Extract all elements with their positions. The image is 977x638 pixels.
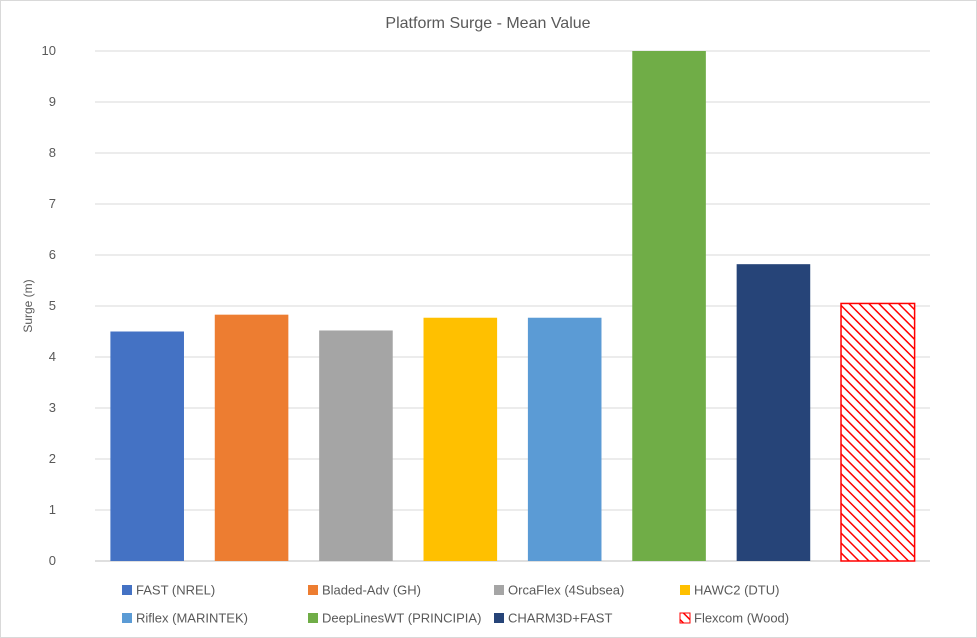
legend-swatch bbox=[122, 585, 132, 595]
legend-label: Bladed-Adv (GH) bbox=[322, 583, 421, 598]
bar bbox=[110, 331, 184, 561]
bar bbox=[736, 264, 811, 561]
y-tick-label: 9 bbox=[49, 94, 56, 109]
bar bbox=[527, 317, 602, 561]
legend-swatch bbox=[308, 585, 318, 595]
y-tick-label: 4 bbox=[49, 349, 56, 364]
y-tick-label: 7 bbox=[49, 196, 56, 211]
chart-title: Platform Surge - Mean Value bbox=[385, 15, 590, 32]
bar bbox=[214, 314, 289, 561]
legend-label: FAST (NREL) bbox=[136, 583, 215, 598]
y-tick-label: 8 bbox=[49, 145, 56, 160]
y-tick-label: 1 bbox=[49, 502, 56, 517]
legend-swatch bbox=[679, 612, 691, 624]
legend-label: OrcaFlex (4Subsea) bbox=[508, 583, 624, 598]
y-tick-label: 2 bbox=[49, 451, 56, 466]
legend-swatch bbox=[122, 613, 132, 623]
y-axis-title: Surge (m) bbox=[21, 279, 35, 332]
legend-label: DeepLinesWT (PRINCIPIA) bbox=[322, 611, 481, 626]
y-tick-label: 10 bbox=[42, 43, 56, 58]
y-tick-label: 5 bbox=[49, 298, 56, 313]
bar bbox=[840, 302, 916, 562]
legend-label: Flexcom (Wood) bbox=[694, 611, 789, 626]
legend-label: Riflex (MARINTEK) bbox=[136, 611, 248, 626]
bar bbox=[632, 51, 706, 561]
legend-label: CHARM3D+FAST bbox=[508, 611, 612, 626]
legend-swatch bbox=[308, 613, 318, 623]
legend-swatch bbox=[494, 585, 504, 595]
y-tick-label: 0 bbox=[49, 553, 56, 568]
legend-swatch bbox=[680, 585, 690, 595]
y-tick-label: 6 bbox=[49, 247, 56, 262]
bar bbox=[319, 330, 393, 561]
bar bbox=[423, 317, 498, 561]
legend-swatch bbox=[494, 613, 504, 623]
y-tick-label: 3 bbox=[49, 400, 56, 415]
legend-label: HAWC2 (DTU) bbox=[694, 583, 779, 598]
